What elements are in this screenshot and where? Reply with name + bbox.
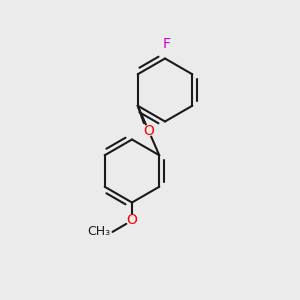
Text: O: O	[143, 124, 154, 137]
Text: O: O	[127, 214, 137, 227]
Text: F: F	[163, 37, 170, 51]
Text: CH₃: CH₃	[87, 225, 110, 239]
